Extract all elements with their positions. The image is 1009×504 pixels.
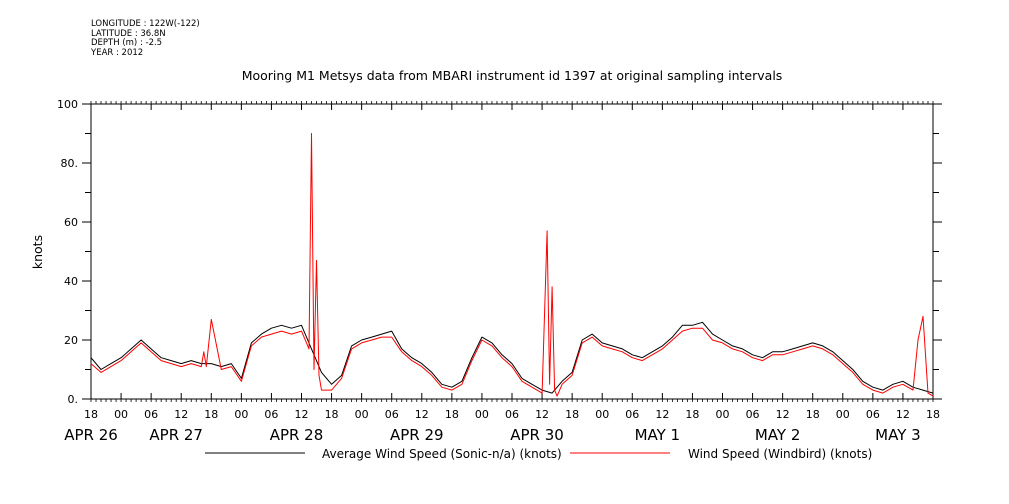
x-tick-label: 12 bbox=[535, 408, 549, 421]
x-tick-label: 00 bbox=[716, 408, 730, 421]
x-tick-label: 12 bbox=[415, 408, 429, 421]
x-tick-label: 18 bbox=[445, 408, 459, 421]
meta-latitude: LATITUDE : 36.8N bbox=[91, 28, 166, 39]
legend-label-1: Wind Speed (Windbird) (knots) bbox=[688, 447, 872, 461]
chart-title: Mooring M1 Metsys data from MBARI instru… bbox=[242, 68, 783, 83]
x-tick-label: 18 bbox=[926, 408, 940, 421]
x-tick-label: 18 bbox=[84, 408, 98, 421]
date-label: MAY 1 bbox=[635, 426, 681, 444]
x-tick-label: 00 bbox=[114, 408, 128, 421]
date-label: APR 27 bbox=[149, 426, 203, 444]
x-tick-label: 18 bbox=[685, 408, 699, 421]
y-tick-label: 0. bbox=[68, 393, 79, 406]
x-tick-label: 06 bbox=[144, 408, 158, 421]
date-label: MAY 2 bbox=[755, 426, 801, 444]
metadata-block: LONGITUDE : 122W(-122) LATITUDE : 36.8N … bbox=[91, 19, 200, 58]
x-tick-label: 12 bbox=[174, 408, 188, 421]
series-line-1 bbox=[90, 133, 934, 397]
date-label: APR 29 bbox=[390, 426, 444, 444]
x-axis-ticks: 18 00 06 12 18 00 06 12 18 00 06 12 18 00 06 12 18 00 06 12… bbox=[84, 104, 940, 421]
x-tick-label: 06 bbox=[625, 408, 639, 421]
x-tick-label: 00 bbox=[355, 408, 369, 421]
date-label: MAY 3 bbox=[875, 426, 921, 444]
y-tick-label: 80. bbox=[61, 157, 79, 170]
x-tick-label: 18 bbox=[565, 408, 579, 421]
x-tick-label: 00 bbox=[234, 408, 248, 421]
y-axis-ticks: 0. 20 40 60 80. 100 bbox=[57, 98, 942, 406]
x-minor-ticks bbox=[90, 101, 934, 402]
x-tick-label: 00 bbox=[475, 408, 489, 421]
x-tick-label: 18 bbox=[325, 408, 339, 421]
x-tick-label: 06 bbox=[505, 408, 519, 421]
meta-year: YEAR : 2012 bbox=[91, 47, 144, 58]
legend: Average Wind Speed (Sonic-n/a) (knots) Wi… bbox=[205, 447, 872, 461]
date-label: APR 28 bbox=[270, 426, 324, 444]
date-labels: APR 26 APR 27 APR 28 APR 29 APR 30 MAY 1 MAY 2… bbox=[64, 426, 920, 444]
x-tick-label: 12 bbox=[776, 408, 790, 421]
legend-label-0: Average Wind Speed (Sonic-n/a) (knots) bbox=[322, 447, 562, 461]
date-label: APR 30 bbox=[510, 426, 564, 444]
meta-depth: DEPTH (m) : -2.5 bbox=[91, 38, 163, 48]
x-tick-label: 06 bbox=[746, 408, 760, 421]
y-tick-label: 20 bbox=[64, 334, 78, 347]
x-tick-label: 18 bbox=[806, 408, 820, 421]
series-lines bbox=[90, 133, 934, 397]
meta-longitude: LONGITUDE : 122W(-122) bbox=[91, 19, 200, 29]
x-tick-label: 00 bbox=[595, 408, 609, 421]
x-tick-label: 12 bbox=[655, 408, 669, 421]
x-tick-label: 12 bbox=[896, 408, 910, 421]
x-tick-label: 00 bbox=[836, 408, 850, 421]
y-tick-label: 60 bbox=[64, 216, 78, 229]
plot-frame bbox=[90, 103, 934, 400]
x-tick-label: 12 bbox=[295, 408, 309, 421]
x-tick-label: 06 bbox=[385, 408, 399, 421]
x-tick-label: 06 bbox=[866, 408, 880, 421]
x-tick-label: 18 bbox=[204, 408, 218, 421]
y-tick-label: 40 bbox=[64, 275, 78, 288]
x-tick-label: 06 bbox=[264, 408, 278, 421]
y-tick-label: 100 bbox=[57, 98, 78, 111]
plot-border bbox=[90, 103, 934, 400]
series-line-0 bbox=[90, 321, 934, 394]
y-axis-label: knots bbox=[30, 235, 45, 269]
date-label: APR 26 bbox=[64, 426, 118, 444]
